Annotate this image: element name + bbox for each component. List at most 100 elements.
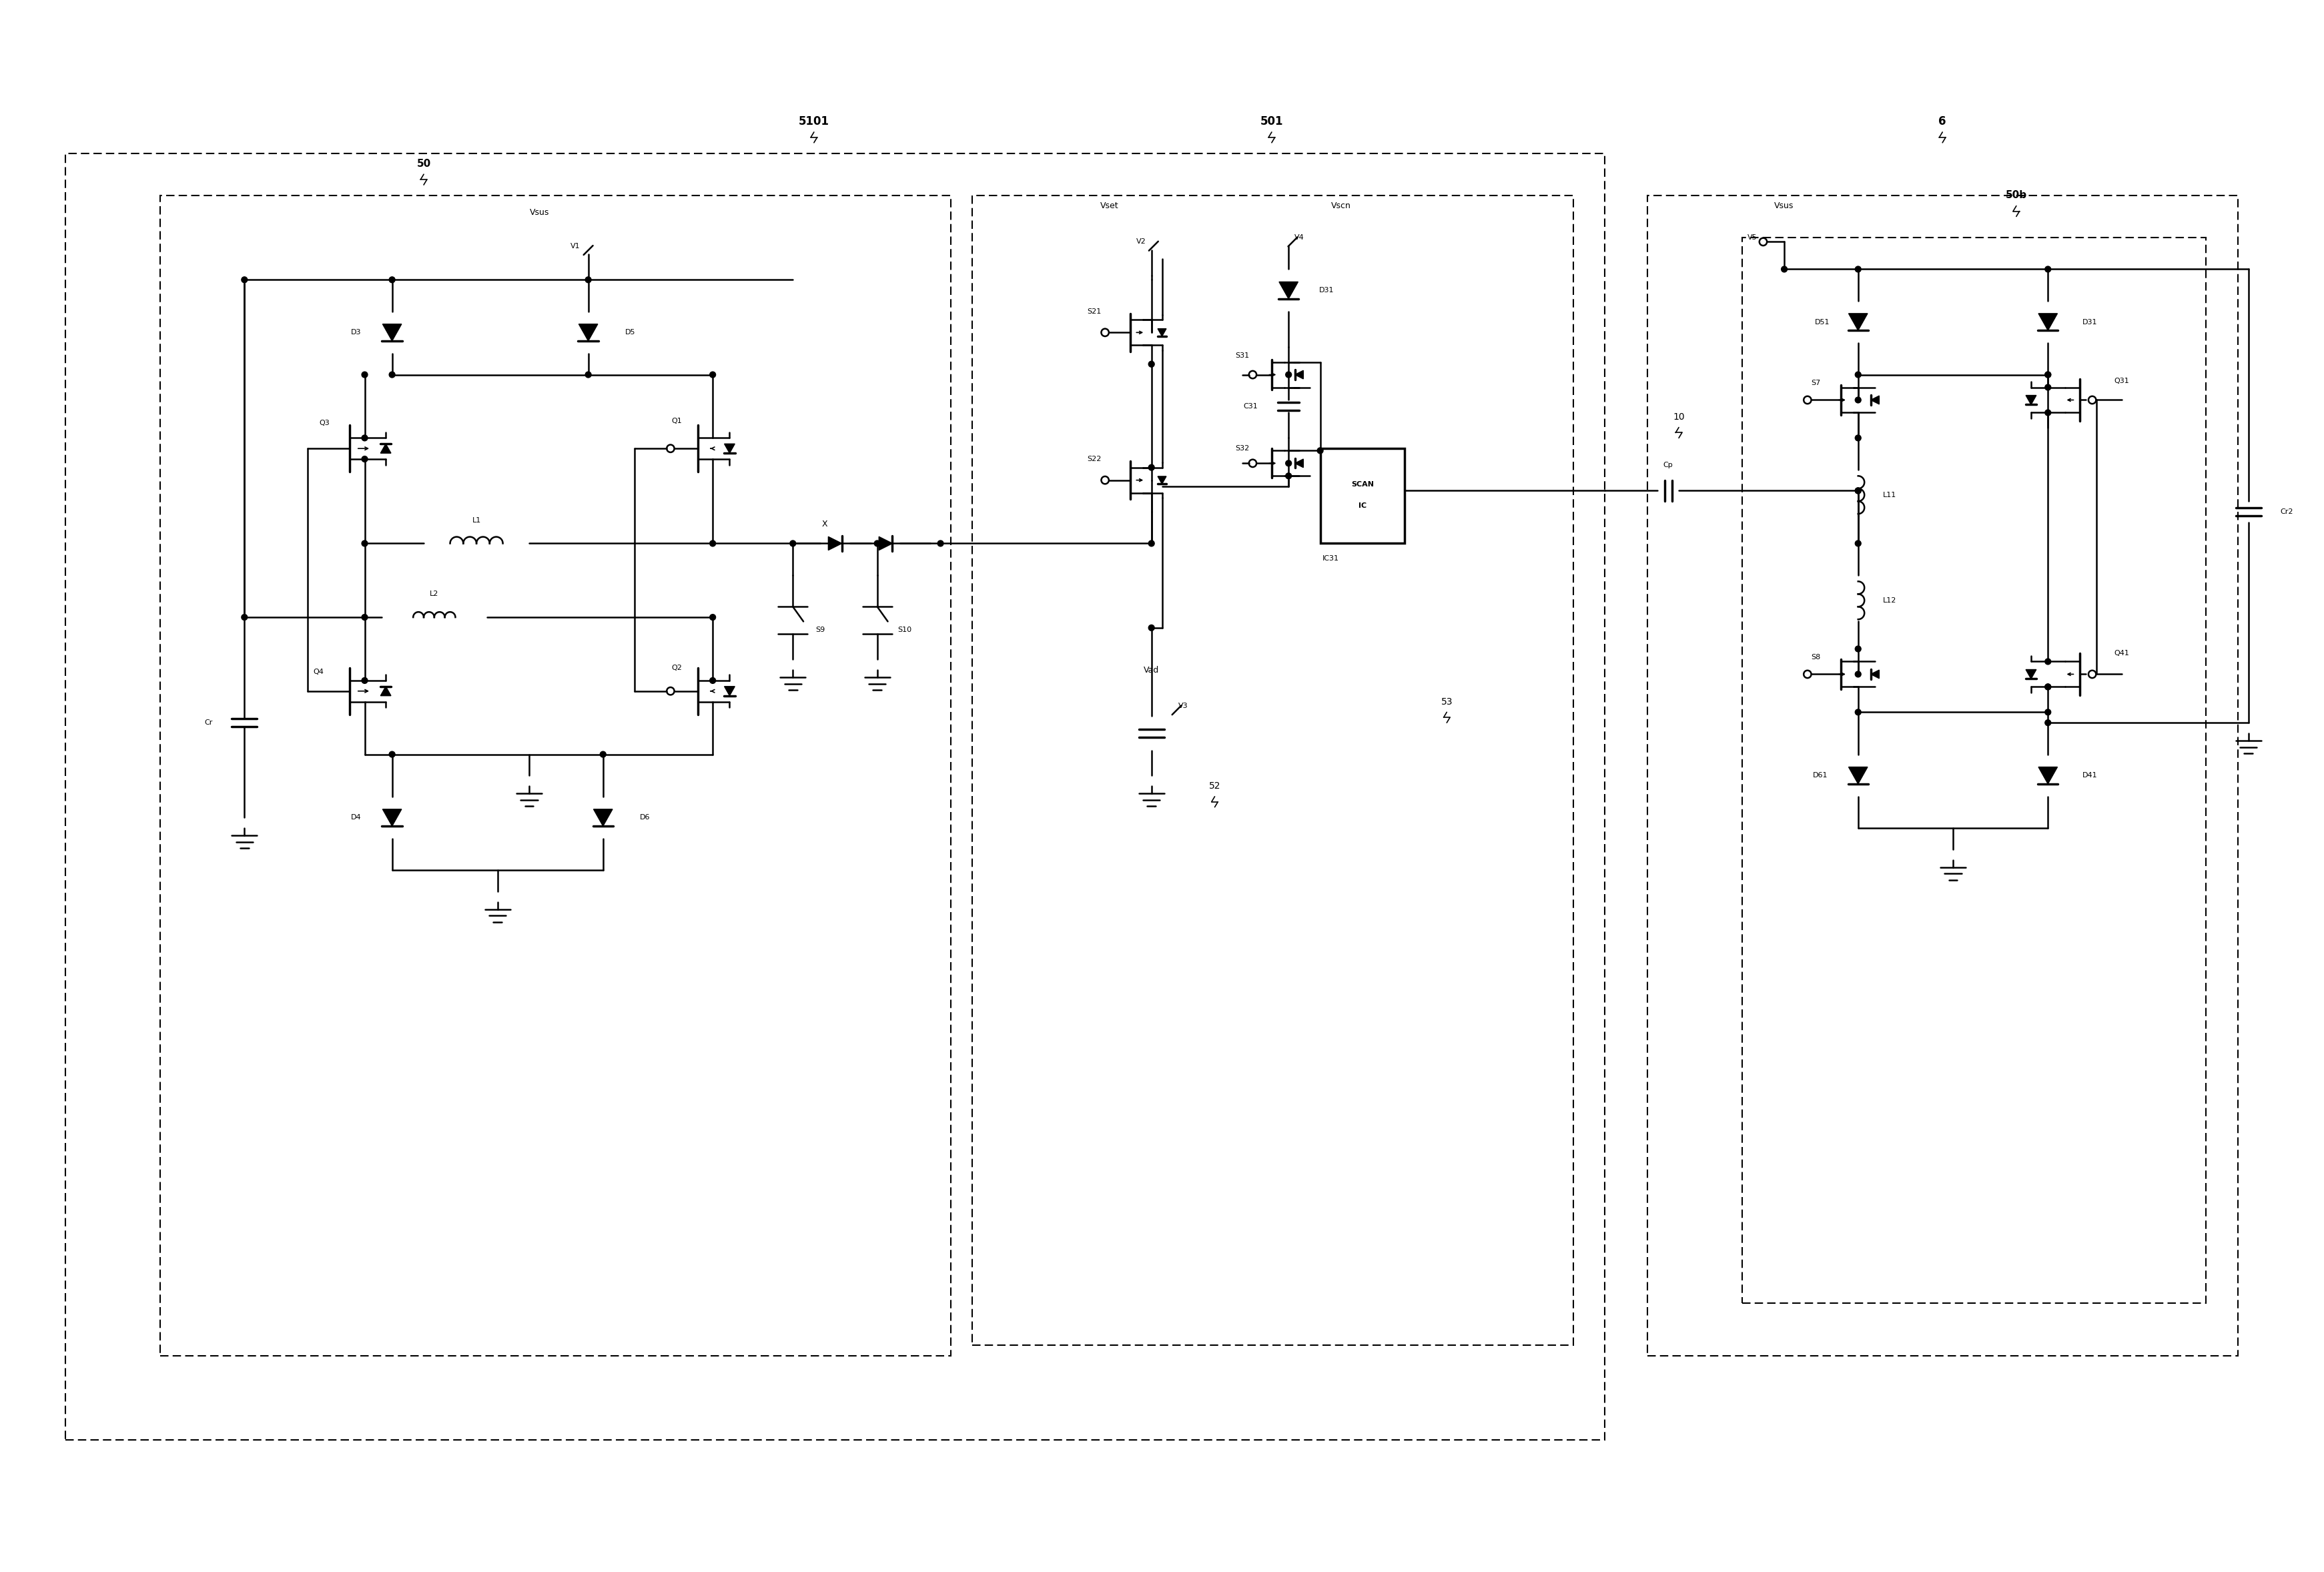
- Text: D61: D61: [1813, 772, 1827, 778]
- Polygon shape: [1294, 371, 1304, 379]
- Circle shape: [2045, 684, 2050, 690]
- Circle shape: [874, 541, 881, 547]
- Text: Q41: Q41: [2115, 649, 2129, 657]
- Text: Q31: Q31: [2115, 377, 2129, 384]
- Circle shape: [2045, 266, 2050, 272]
- Text: 50b: 50b: [2006, 190, 2027, 200]
- Polygon shape: [725, 687, 734, 696]
- Text: Vsus: Vsus: [1776, 201, 1794, 211]
- Text: D6: D6: [639, 814, 651, 821]
- Polygon shape: [725, 443, 734, 453]
- Text: D4: D4: [351, 814, 363, 821]
- Circle shape: [1855, 487, 1862, 494]
- Circle shape: [1855, 266, 1862, 272]
- Bar: [1320, 448, 1404, 544]
- Text: X: X: [823, 520, 827, 528]
- Text: Cp: Cp: [1664, 462, 1673, 468]
- Text: 501: 501: [1260, 116, 1283, 127]
- Text: S21: S21: [1088, 308, 1102, 314]
- Circle shape: [2045, 659, 2050, 665]
- Circle shape: [388, 371, 395, 377]
- Text: S31: S31: [1234, 352, 1250, 358]
- Text: Cr2: Cr2: [2280, 508, 2294, 516]
- Circle shape: [2045, 385, 2050, 390]
- Circle shape: [1285, 461, 1292, 467]
- Circle shape: [586, 371, 590, 377]
- Circle shape: [388, 277, 395, 283]
- Text: Q2: Q2: [672, 665, 683, 671]
- Text: D3: D3: [351, 329, 363, 336]
- Text: IC31: IC31: [1322, 555, 1339, 561]
- Text: IC: IC: [1357, 501, 1367, 509]
- Text: Vscn: Vscn: [1332, 201, 1350, 211]
- Text: L11: L11: [1882, 492, 1896, 498]
- Text: S9: S9: [816, 627, 825, 634]
- Circle shape: [2045, 371, 2050, 377]
- Text: Vset: Vset: [1099, 201, 1118, 211]
- Circle shape: [363, 678, 367, 684]
- Circle shape: [388, 751, 395, 758]
- Text: L1: L1: [472, 517, 481, 523]
- Polygon shape: [1294, 459, 1304, 467]
- Text: L12: L12: [1882, 597, 1896, 604]
- Circle shape: [2045, 709, 2050, 715]
- Circle shape: [1855, 541, 1862, 547]
- Circle shape: [1855, 487, 1862, 494]
- Text: V2: V2: [1136, 239, 1146, 245]
- Polygon shape: [381, 443, 390, 453]
- Text: V3: V3: [1178, 703, 1188, 709]
- Circle shape: [242, 615, 246, 621]
- Text: Vsus: Vsus: [530, 208, 548, 217]
- Text: L2: L2: [430, 591, 439, 597]
- Text: Vad: Vad: [1143, 665, 1160, 674]
- Polygon shape: [2027, 395, 2036, 404]
- Text: SCAN: SCAN: [1350, 481, 1373, 487]
- Polygon shape: [2038, 767, 2057, 784]
- Circle shape: [2045, 720, 2050, 726]
- Circle shape: [709, 541, 716, 547]
- Circle shape: [1855, 646, 1862, 652]
- Circle shape: [363, 541, 367, 547]
- Text: D31: D31: [1320, 288, 1334, 294]
- Polygon shape: [1278, 281, 1299, 299]
- Text: V4: V4: [1294, 234, 1304, 241]
- Circle shape: [709, 615, 716, 621]
- Text: 52: 52: [1208, 781, 1220, 791]
- Text: Q3: Q3: [318, 420, 330, 426]
- Circle shape: [1855, 709, 1862, 715]
- Polygon shape: [1848, 313, 1868, 330]
- Circle shape: [363, 435, 367, 440]
- Circle shape: [1148, 541, 1155, 547]
- Circle shape: [1855, 671, 1862, 678]
- Text: 50: 50: [416, 159, 430, 168]
- Polygon shape: [878, 536, 892, 550]
- Text: 6: 6: [1938, 116, 1945, 127]
- Circle shape: [709, 678, 716, 684]
- Text: D31: D31: [2082, 319, 2099, 325]
- Text: V5: V5: [1748, 234, 1757, 241]
- Text: V1: V1: [572, 242, 581, 250]
- Circle shape: [363, 371, 367, 377]
- Polygon shape: [1157, 476, 1167, 484]
- Circle shape: [1318, 448, 1322, 454]
- Text: D5: D5: [625, 329, 634, 336]
- Circle shape: [1148, 362, 1155, 368]
- Circle shape: [1285, 473, 1292, 479]
- Polygon shape: [827, 536, 841, 550]
- Text: 53: 53: [1441, 696, 1452, 706]
- Polygon shape: [2038, 313, 2057, 330]
- Polygon shape: [579, 324, 597, 341]
- Circle shape: [586, 277, 590, 283]
- Text: 5101: 5101: [799, 116, 830, 127]
- Text: S32: S32: [1234, 445, 1250, 451]
- Text: D41: D41: [2082, 772, 2099, 778]
- Text: D51: D51: [1815, 319, 1829, 325]
- Circle shape: [1285, 371, 1292, 377]
- Circle shape: [363, 456, 367, 462]
- Polygon shape: [1871, 396, 1880, 404]
- Polygon shape: [383, 810, 402, 825]
- Circle shape: [1148, 624, 1155, 630]
- Text: S7: S7: [1810, 380, 1820, 387]
- Circle shape: [1855, 371, 1862, 377]
- Text: Q4: Q4: [314, 668, 323, 676]
